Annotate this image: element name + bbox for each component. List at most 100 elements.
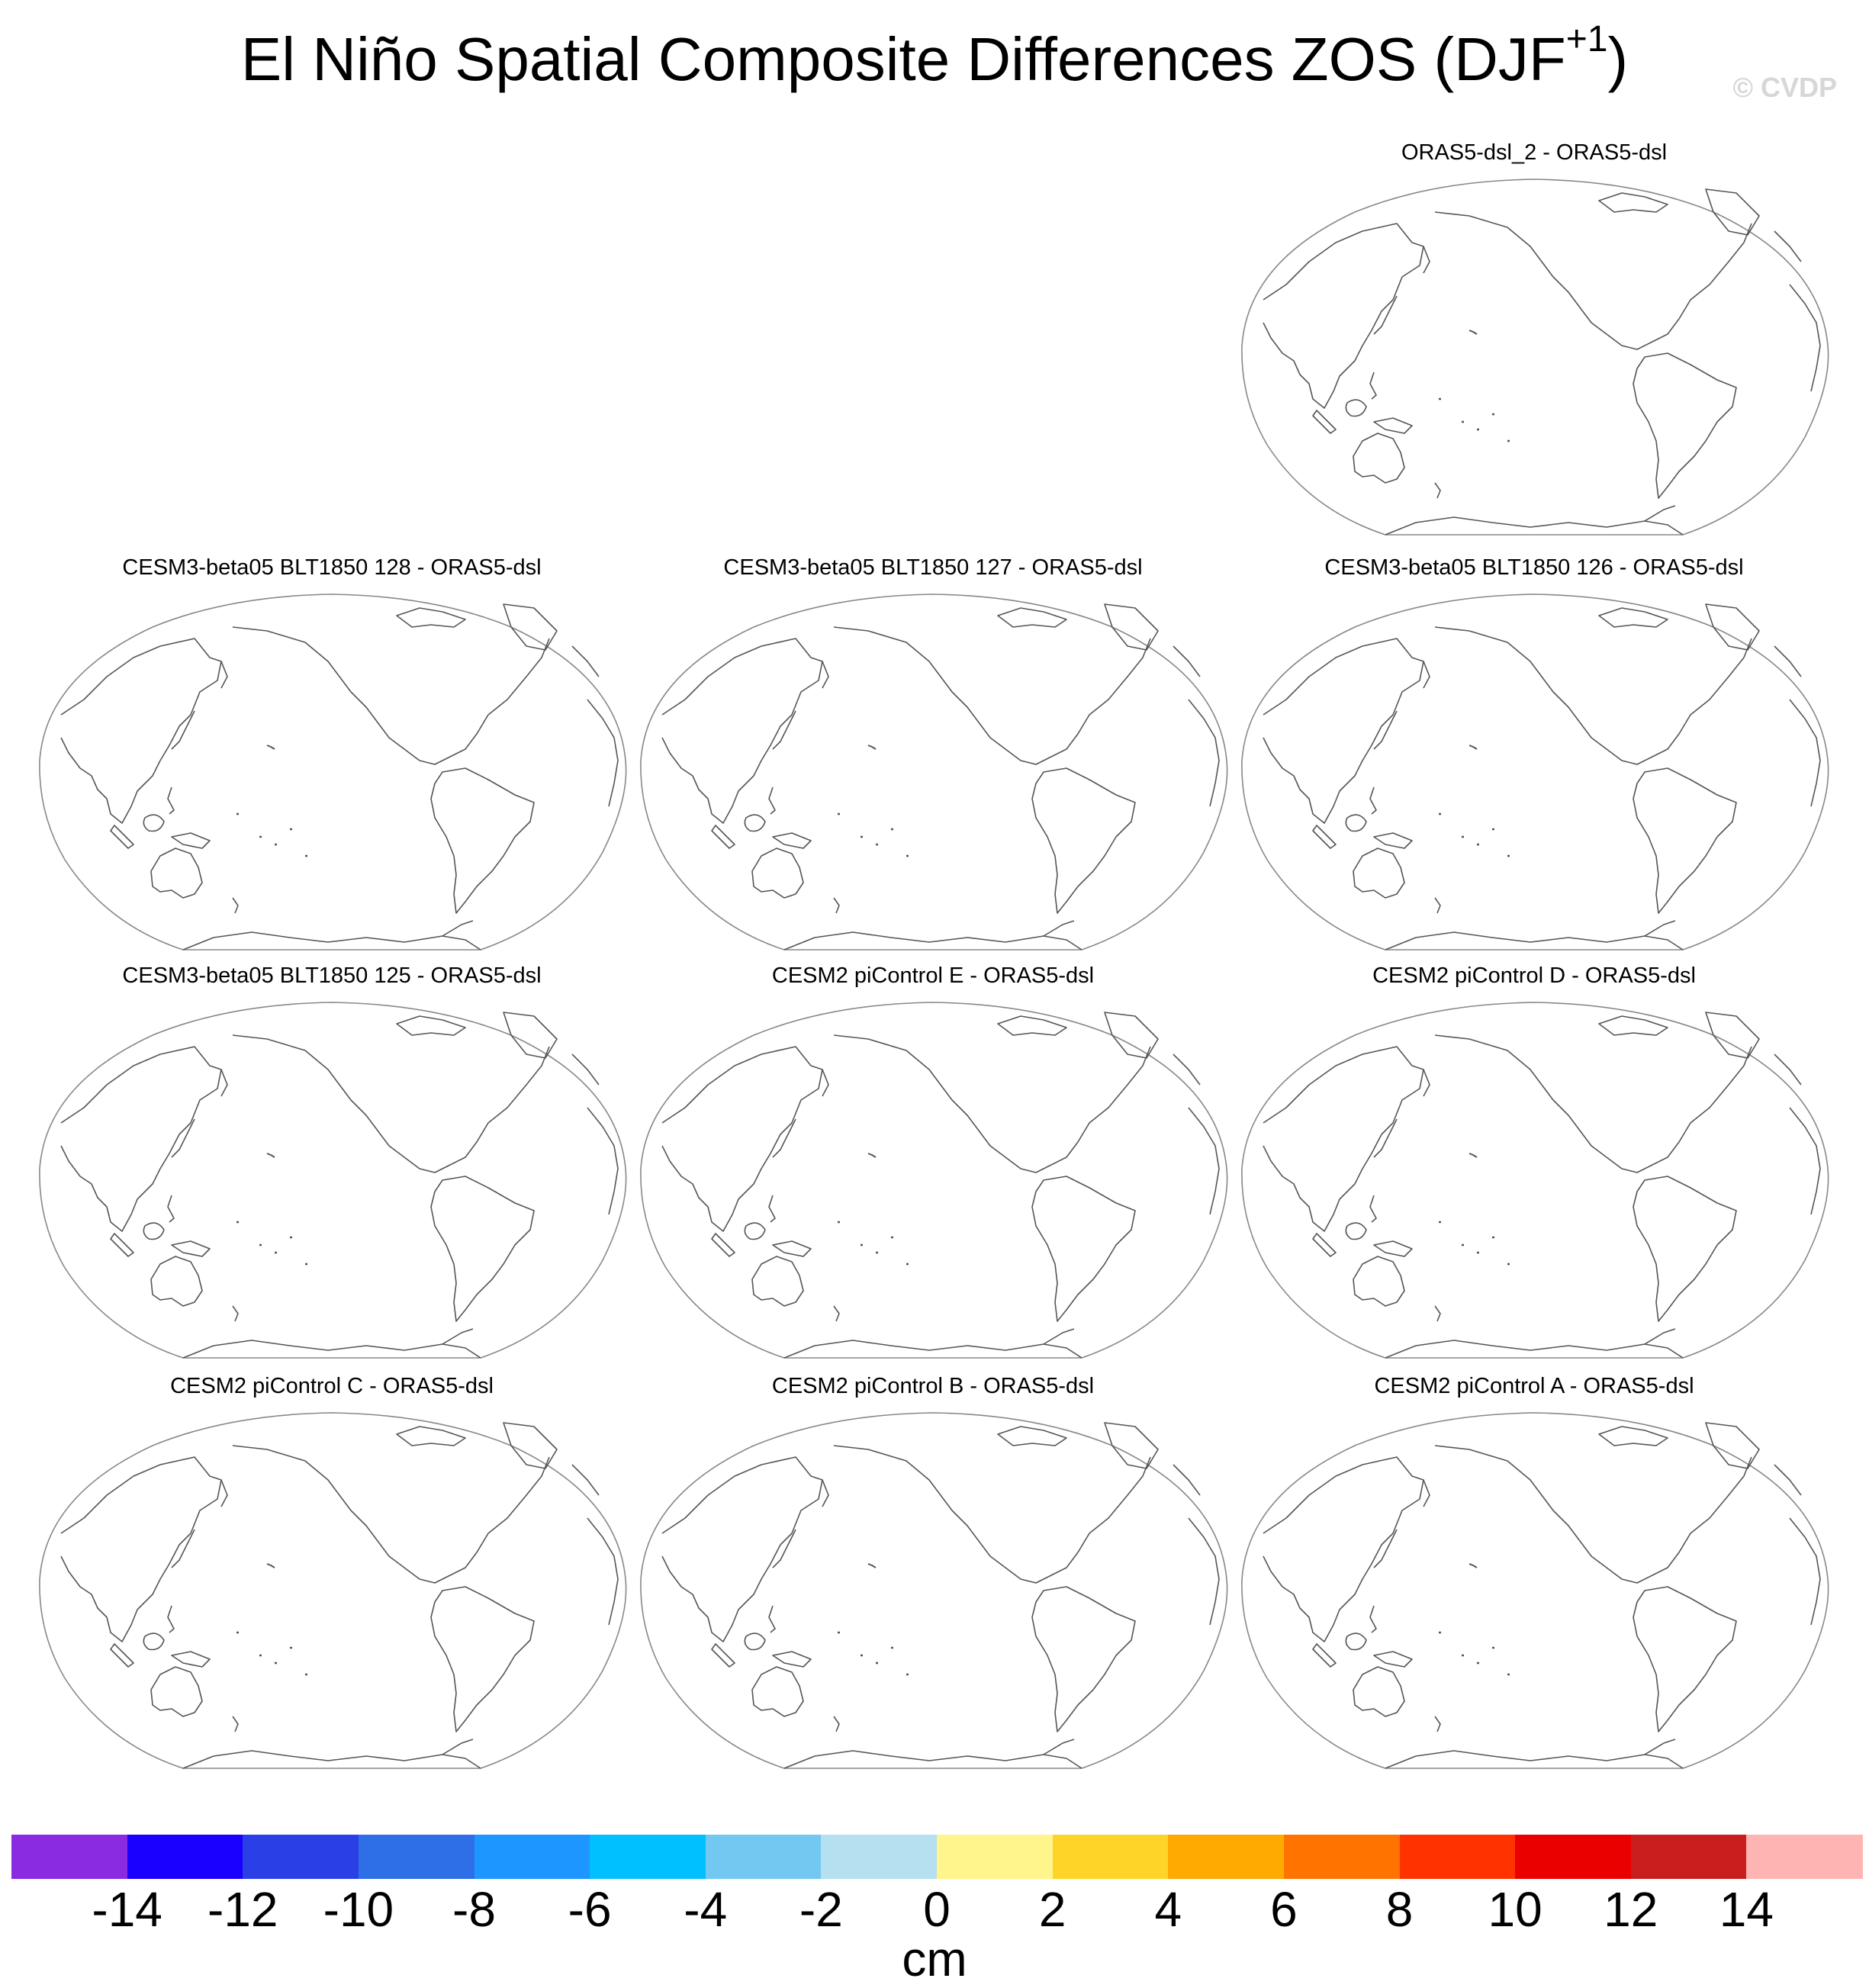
map-panel: CESM2 piControl D - ORAS5-dsl bbox=[1240, 963, 1829, 1359]
south-america-icon bbox=[430, 767, 535, 914]
hawaii-icon bbox=[266, 1153, 275, 1158]
colorbar-tick-label: -10 bbox=[323, 1882, 394, 1937]
colorbar-box bbox=[590, 1835, 706, 1879]
globe-outline-icon bbox=[39, 594, 627, 951]
africa-edge-icon bbox=[587, 1517, 619, 1626]
new-zealand-icon bbox=[1434, 1305, 1441, 1322]
antarctic-peninsula-icon bbox=[442, 1328, 474, 1345]
pacific-islands-icon bbox=[236, 812, 307, 857]
asia-coastline-icon bbox=[661, 1456, 823, 1642]
globe-outline-icon bbox=[39, 1412, 627, 1769]
title-close: ) bbox=[1607, 25, 1629, 93]
south-america-icon bbox=[1633, 352, 1737, 499]
map-panel: CESM3-beta05 BLT1850 127 - ORAS5-dsl bbox=[639, 555, 1228, 951]
world-map bbox=[640, 594, 1228, 951]
asia-coastline-icon bbox=[661, 638, 823, 824]
greenland-icon bbox=[1104, 1422, 1159, 1469]
philippines-icon bbox=[1369, 1605, 1377, 1633]
colorbar-box bbox=[127, 1835, 243, 1879]
colorbar-box bbox=[11, 1835, 128, 1879]
antarctica-icon bbox=[1385, 516, 1684, 536]
australia-icon bbox=[150, 1666, 203, 1717]
pacific-islands-icon bbox=[236, 1631, 307, 1676]
africa-edge-icon bbox=[1789, 699, 1821, 807]
africa-edge-icon bbox=[587, 1107, 619, 1215]
north-america-icon bbox=[232, 1034, 550, 1173]
colorbar-tick-label: 8 bbox=[1385, 1882, 1414, 1937]
europe-edge-icon bbox=[1173, 645, 1201, 677]
pacific-islands-icon bbox=[1439, 812, 1510, 857]
antarctic-peninsula-icon bbox=[442, 1739, 474, 1755]
africa-edge-icon bbox=[1188, 1517, 1220, 1626]
asia-coastline-icon bbox=[1263, 223, 1424, 409]
colorbar-box bbox=[821, 1835, 938, 1879]
australia-icon bbox=[751, 1666, 804, 1717]
arctic-islands-icon bbox=[997, 1426, 1067, 1446]
sumatra-icon bbox=[711, 1643, 735, 1668]
north-america-icon bbox=[1434, 1445, 1752, 1584]
world-map bbox=[1241, 594, 1829, 951]
new-guinea-icon bbox=[772, 1240, 812, 1257]
colorbar-tick-label: 10 bbox=[1488, 1882, 1542, 1937]
colorbar-tick-label: 12 bbox=[1604, 1882, 1658, 1937]
colorbar-box bbox=[1630, 1835, 1747, 1879]
north-america-icon bbox=[833, 1034, 1151, 1173]
new-guinea-icon bbox=[171, 1240, 211, 1257]
hawaii-icon bbox=[266, 1563, 275, 1568]
watermark: © CVDP bbox=[1732, 72, 1837, 103]
australia-icon bbox=[1353, 433, 1405, 484]
greenland-icon bbox=[1104, 603, 1159, 651]
arctic-islands-icon bbox=[997, 1015, 1067, 1036]
sumatra-icon bbox=[110, 1233, 134, 1257]
colorbar-box bbox=[1399, 1835, 1516, 1879]
antarctica-icon bbox=[783, 931, 1082, 951]
colorbar-tick-label: 14 bbox=[1719, 1882, 1774, 1937]
south-america-icon bbox=[1031, 1586, 1136, 1732]
antarctica-icon bbox=[783, 1340, 1082, 1359]
philippines-icon bbox=[1369, 372, 1377, 400]
colorbar-tick-label: 0 bbox=[923, 1882, 951, 1937]
europe-edge-icon bbox=[571, 1054, 600, 1086]
new-guinea-icon bbox=[1373, 1240, 1413, 1257]
philippines-icon bbox=[768, 1195, 776, 1223]
antarctica-icon bbox=[783, 1750, 1082, 1769]
antarctica-icon bbox=[1385, 1340, 1684, 1359]
antarctic-peninsula-icon bbox=[442, 920, 474, 937]
borneo-icon bbox=[143, 1222, 165, 1240]
sumatra-icon bbox=[1312, 410, 1337, 434]
colorbar-box bbox=[474, 1835, 590, 1879]
borneo-icon bbox=[1345, 399, 1367, 417]
new-zealand-icon bbox=[833, 1305, 840, 1322]
south-america-icon bbox=[1633, 767, 1737, 914]
greenland-icon bbox=[1705, 1422, 1760, 1469]
australia-icon bbox=[150, 1256, 203, 1307]
panel-title: CESM2 piControl C - ORAS5-dsl bbox=[170, 1374, 494, 1398]
new-guinea-icon bbox=[171, 1651, 211, 1668]
kamchatka-icon bbox=[822, 1479, 829, 1507]
colorbar-box bbox=[1515, 1835, 1632, 1879]
asia-coastline-icon bbox=[1263, 1046, 1424, 1232]
north-america-icon bbox=[1434, 211, 1752, 350]
japan-icon bbox=[1373, 710, 1398, 750]
borneo-icon bbox=[744, 1222, 766, 1240]
antarctic-peninsula-icon bbox=[1644, 920, 1676, 937]
borneo-icon bbox=[1345, 814, 1367, 832]
panel-title: CESM3-beta05 BLT1850 125 - ORAS5-dsl bbox=[122, 963, 542, 988]
philippines-icon bbox=[167, 1195, 175, 1223]
pacific-islands-icon bbox=[1439, 1221, 1510, 1266]
panel-title: ORAS5-dsl_2 - ORAS5-dsl bbox=[1401, 140, 1668, 165]
new-zealand-icon bbox=[833, 897, 840, 914]
south-america-icon bbox=[1031, 767, 1136, 914]
colorbar-box bbox=[1283, 1835, 1400, 1879]
philippines-icon bbox=[167, 1605, 175, 1633]
pacific-islands-icon bbox=[838, 1631, 909, 1676]
colorbar-tick-label: -2 bbox=[799, 1882, 843, 1937]
antarctic-peninsula-icon bbox=[1644, 505, 1676, 522]
hawaii-icon bbox=[1468, 1153, 1478, 1158]
new-zealand-icon bbox=[833, 1716, 840, 1732]
africa-edge-icon bbox=[1188, 1107, 1220, 1215]
kamchatka-icon bbox=[822, 1069, 829, 1097]
globe-outline-icon bbox=[1241, 179, 1829, 536]
map-panel: CESM3-beta05 BLT1850 126 - ORAS5-dsl bbox=[1240, 555, 1829, 951]
colorbar-box bbox=[937, 1835, 1054, 1879]
